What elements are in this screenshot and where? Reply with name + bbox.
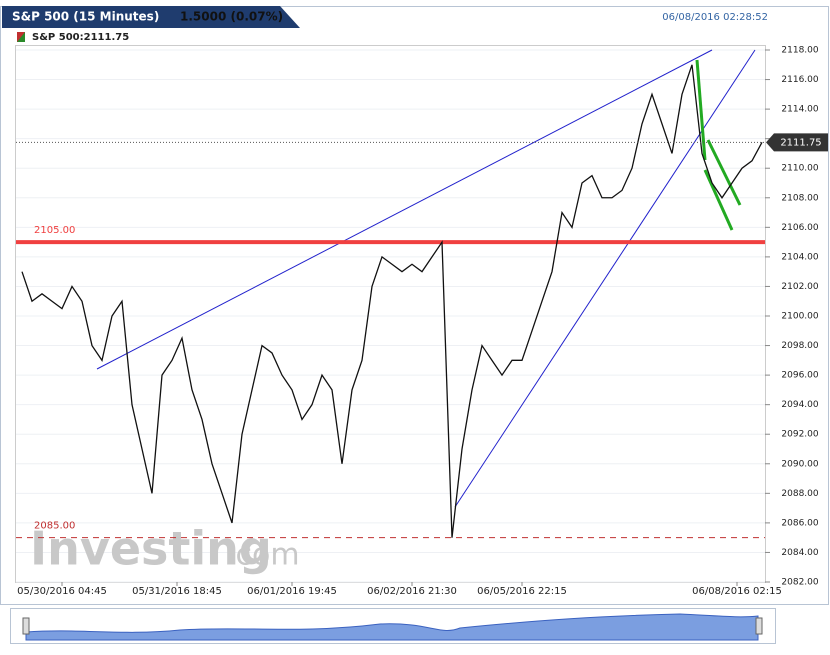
- x-tick-label: 06/01/2016 19:45: [247, 586, 337, 597]
- price-line: [21, 64, 763, 538]
- last-price-label: 2111.75: [780, 137, 821, 148]
- navigator-handle[interactable]: [22, 617, 30, 635]
- level-label: 2085.00: [34, 521, 75, 532]
- x-tick-label: 06/02/2016 21:30: [367, 586, 457, 597]
- trendlines: [96, 49, 756, 508]
- y-tick-label: 2114.00: [781, 105, 818, 115]
- y-tick-label: 2108.00: [781, 193, 818, 203]
- navigator-handle[interactable]: [755, 617, 763, 635]
- watermark-suffix: .com: [226, 538, 300, 573]
- title-tab: [2, 6, 300, 28]
- y-tick-label: 2102.00: [781, 282, 818, 292]
- watermark: Investing: [30, 522, 272, 576]
- y-tick-label: 2092.00: [781, 430, 818, 440]
- y-tick-label: 2086.00: [781, 518, 818, 528]
- navigator-area: [25, 613, 759, 641]
- x-tick-label: 06/08/2016 02:15: [692, 586, 782, 597]
- chart-title: S&P 500 (15 Minutes): [12, 10, 159, 24]
- x-tick-label: 05/30/2016 04:45: [17, 586, 107, 597]
- change: 1.5000 (0.07%): [180, 10, 283, 24]
- trendline: [703, 169, 734, 231]
- timestamp: 06/08/2016 02:28:52: [662, 12, 768, 23]
- y-tick-label: 2116.00: [781, 75, 818, 85]
- legend: S&P 500:2111.75: [32, 32, 129, 43]
- y-tick-label: 2098.00: [781, 341, 818, 351]
- y-tick-label: 2096.00: [781, 371, 818, 381]
- y-tick-label: 2094.00: [781, 400, 818, 410]
- legend-swatch-part: [17, 32, 25, 42]
- y-tick-label: 2118.00: [781, 46, 818, 56]
- y-tick-label: 2090.00: [781, 459, 818, 469]
- y-tick-label: 2110.00: [781, 164, 818, 174]
- trendline: [454, 49, 756, 508]
- grid: [16, 49, 765, 583]
- trendline: [695, 59, 707, 161]
- y-tick-label: 2104.00: [781, 252, 818, 262]
- y-tick-label: 2100.00: [781, 312, 818, 322]
- y-tick-label: 2084.00: [781, 548, 818, 558]
- last-price-tag: [766, 133, 828, 152]
- trendline: [706, 139, 742, 206]
- y-tick-label: 2082.00: [781, 578, 818, 588]
- x-tick-label: 05/31/2016 18:45: [132, 586, 222, 597]
- trendline: [96, 49, 713, 370]
- frame: [0, 6, 829, 605]
- level-label: 2105.00: [34, 225, 75, 236]
- y-tick-label: 2106.00: [781, 223, 818, 233]
- x-tick-label: 06/05/2016 22:15: [477, 586, 567, 597]
- y-tick-label: 2088.00: [781, 489, 818, 499]
